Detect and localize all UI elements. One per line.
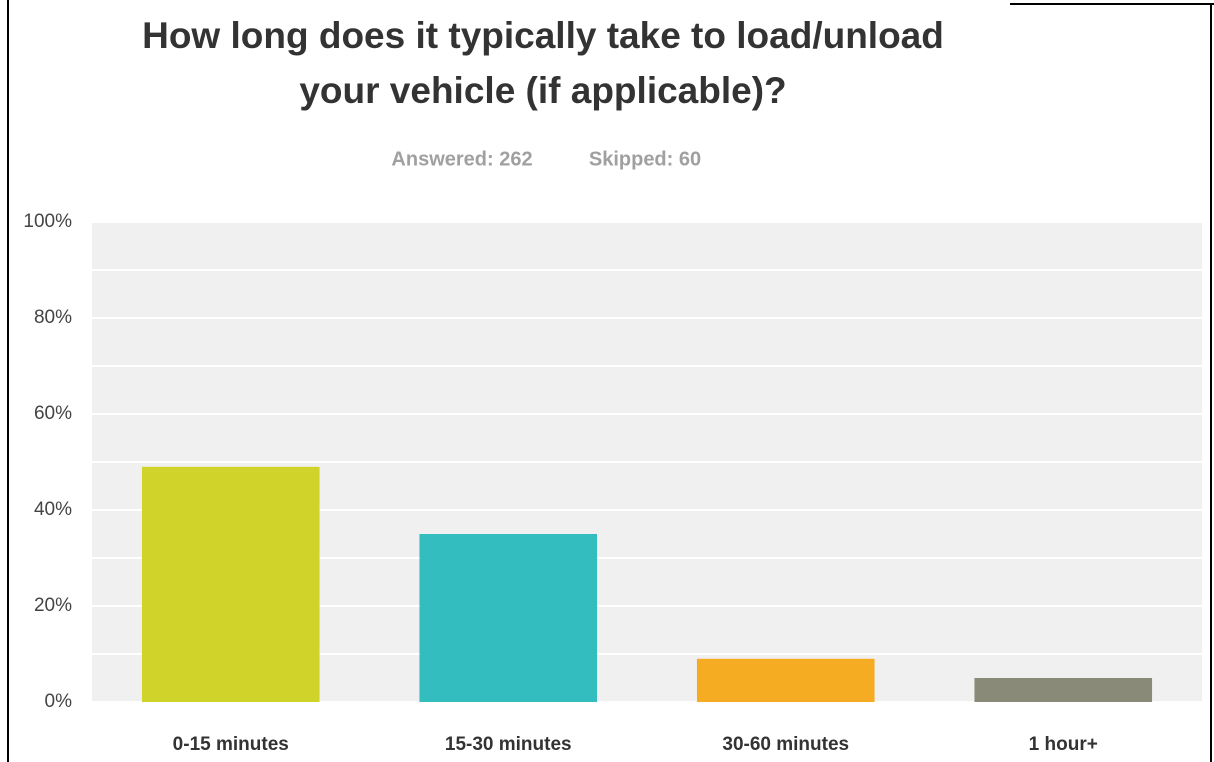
bar xyxy=(974,678,1153,702)
x-tick-label: 0-15 minutes xyxy=(173,734,289,755)
bar xyxy=(141,466,320,702)
y-tick-label: 100% xyxy=(23,211,72,232)
subtitle: Answered: 262 xyxy=(391,148,532,170)
chart-title: How long does it typically take to load/… xyxy=(142,15,944,56)
y-tick-label: 40% xyxy=(34,499,72,520)
bar xyxy=(419,534,598,702)
x-tick-label: 15-30 minutes xyxy=(445,734,572,755)
subtitle: Skipped: 60 xyxy=(589,148,701,170)
chart-title: your vehicle (if applicable)? xyxy=(299,70,786,111)
y-tick-label: 60% xyxy=(34,403,72,424)
bar xyxy=(696,658,875,702)
y-tick-label: 80% xyxy=(34,307,72,328)
y-tick-label: 20% xyxy=(34,595,72,616)
x-tick-label: 30-60 minutes xyxy=(722,734,849,755)
y-tick-label: 0% xyxy=(45,691,73,712)
x-tick-label: 1 hour+ xyxy=(1029,734,1098,755)
